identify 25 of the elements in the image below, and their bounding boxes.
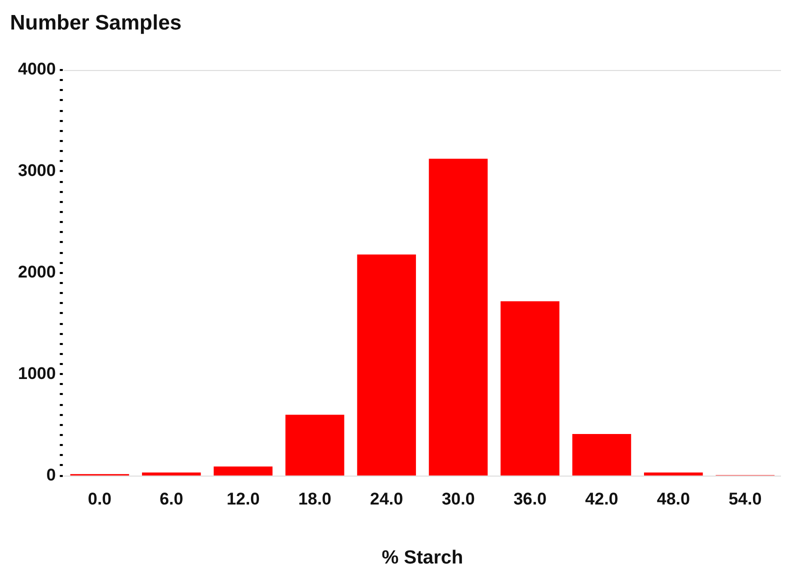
bar [428,158,488,476]
x-tick-label: 36.0 [513,489,547,508]
x-tick-label: 18.0 [298,489,332,508]
bar [644,472,703,476]
y-tick-label: 1000 [18,364,56,383]
bar [214,466,273,476]
bar [572,434,632,476]
x-tick-label: 6.0 [160,489,184,508]
bar [357,254,416,476]
x-tick-label: 42.0 [585,489,618,508]
bar [285,414,344,476]
x-tick-label: 30.0 [442,489,475,508]
y-tick-label: 3000 [18,161,56,180]
x-axis-title: % Starch [382,548,464,569]
x-tick-label: 0.0 [88,489,112,508]
x-tick-label: 12.0 [226,489,260,508]
y-tick-label: 4000 [18,60,56,79]
y-axis-title: Number Samples [10,11,182,34]
bar [142,472,201,476]
x-tick-label: 54.0 [728,489,762,508]
bar [500,301,560,476]
y-tick-label: 0 [46,465,56,484]
y-tick-label: 2000 [18,262,56,282]
x-tick-label: 48.0 [656,489,690,508]
x-tick-label: 24.0 [370,489,404,508]
